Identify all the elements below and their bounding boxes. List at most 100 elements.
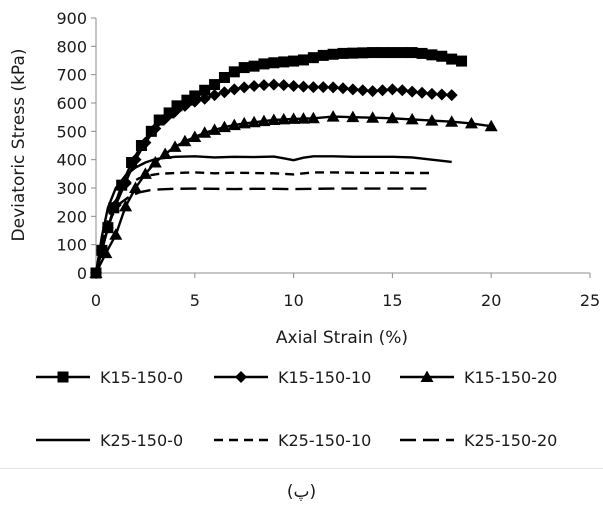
data-point xyxy=(406,85,419,98)
data-point xyxy=(346,110,360,123)
legend-entry: K25-150-20 xyxy=(400,431,557,450)
data-point xyxy=(116,179,128,191)
x-tick-label: 25 xyxy=(580,291,600,310)
legend: K15-150-0 K15-150-10 K15-150-20 K25-150-0 K2… xyxy=(36,368,557,450)
data-point xyxy=(208,89,221,102)
data-point xyxy=(416,47,428,59)
legend-label: K15-150-20 xyxy=(464,368,557,387)
data-point xyxy=(445,115,459,127)
data-point xyxy=(377,47,389,59)
series-line xyxy=(94,155,452,274)
data-point xyxy=(307,81,320,94)
legend-entry: K15-150-0 xyxy=(36,368,183,387)
series-line xyxy=(94,115,492,274)
legend-label: K15-150-0 xyxy=(100,368,183,387)
data-point xyxy=(367,47,379,59)
data-point xyxy=(326,110,340,122)
data-point xyxy=(169,105,182,118)
data-point xyxy=(228,66,240,78)
series-K15-150-20 xyxy=(89,110,498,278)
data-point xyxy=(188,130,202,142)
y-tick-label: 200 xyxy=(56,207,87,226)
data-point xyxy=(159,112,172,125)
data-point xyxy=(138,167,152,179)
data-point xyxy=(347,47,359,59)
x-tick-label: 20 xyxy=(481,291,501,310)
data-point xyxy=(425,114,439,126)
data-point xyxy=(277,79,290,92)
data-point xyxy=(238,81,251,94)
data-point xyxy=(464,116,478,129)
data-point xyxy=(171,100,183,112)
data-point xyxy=(327,48,339,60)
x-tick-label: 0 xyxy=(91,291,101,310)
legend-label: K25-150-0 xyxy=(100,431,183,450)
data-point xyxy=(217,120,231,133)
data-point xyxy=(436,50,448,62)
y-tick-label: 900 xyxy=(56,9,87,28)
figure-caption: (پ) xyxy=(286,482,317,502)
chart: 0 100 200 300 400 500 600 700 800 900 0 5 10 15 20 25 A… xyxy=(9,9,600,450)
x-axis-label: Axial Strain (%) xyxy=(276,328,408,348)
x-tick-label: 15 xyxy=(382,291,402,310)
data-point xyxy=(277,112,291,125)
y-tick-label: 300 xyxy=(56,179,87,198)
data-point xyxy=(386,83,399,96)
data-point xyxy=(227,118,241,131)
data-point xyxy=(376,84,389,97)
data-point xyxy=(405,112,419,125)
data-point xyxy=(356,84,369,97)
data-point xyxy=(287,112,301,124)
series-layer xyxy=(89,47,498,279)
y-tick-label: 400 xyxy=(56,151,87,170)
data-point xyxy=(181,94,193,106)
data-point xyxy=(306,111,320,124)
data-point xyxy=(129,181,143,193)
data-point xyxy=(317,49,329,61)
data-point xyxy=(287,80,300,92)
series-K25-150-0 xyxy=(94,155,452,274)
legend-entry: K15-150-20 xyxy=(400,368,557,387)
data-point xyxy=(119,199,133,212)
data-point xyxy=(337,47,349,59)
data-point xyxy=(416,86,429,99)
data-point xyxy=(337,82,349,95)
data-point xyxy=(257,79,270,92)
data-point xyxy=(297,54,309,66)
data-point xyxy=(208,123,222,135)
series-line xyxy=(94,187,432,274)
data-point xyxy=(257,114,271,127)
data-point xyxy=(307,52,319,64)
data-point xyxy=(163,107,175,119)
data-point xyxy=(198,126,212,138)
data-point xyxy=(109,228,123,240)
data-point xyxy=(366,85,379,98)
data-point xyxy=(145,125,157,137)
data-point xyxy=(168,140,182,152)
data-point xyxy=(198,92,211,105)
data-point xyxy=(278,56,290,68)
legend-label: K25-150-20 xyxy=(464,431,557,450)
data-point xyxy=(148,156,162,168)
data-point xyxy=(149,122,162,135)
data-point xyxy=(178,99,191,112)
data-point xyxy=(366,111,380,123)
series-K25-150-10 xyxy=(94,171,432,274)
data-point xyxy=(218,72,230,83)
legend-label: K25-150-10 xyxy=(278,431,371,450)
data-point xyxy=(178,134,192,147)
legend-label: K15-150-10 xyxy=(278,368,371,387)
data-point xyxy=(248,60,260,72)
data-point xyxy=(135,140,147,151)
data-point xyxy=(346,83,359,96)
data-point xyxy=(385,111,399,124)
caption-divider xyxy=(0,468,603,469)
tick-labels: 0 100 200 300 400 500 600 700 800 900 0 5 10 15 20 25 xyxy=(56,9,600,310)
y-tick-label: 100 xyxy=(56,236,87,255)
data-point xyxy=(386,47,398,59)
data-point xyxy=(445,89,458,102)
data-point xyxy=(129,153,142,166)
data-point xyxy=(268,57,280,69)
data-point xyxy=(425,87,438,100)
legend-entry: K25-150-0 xyxy=(36,431,183,450)
